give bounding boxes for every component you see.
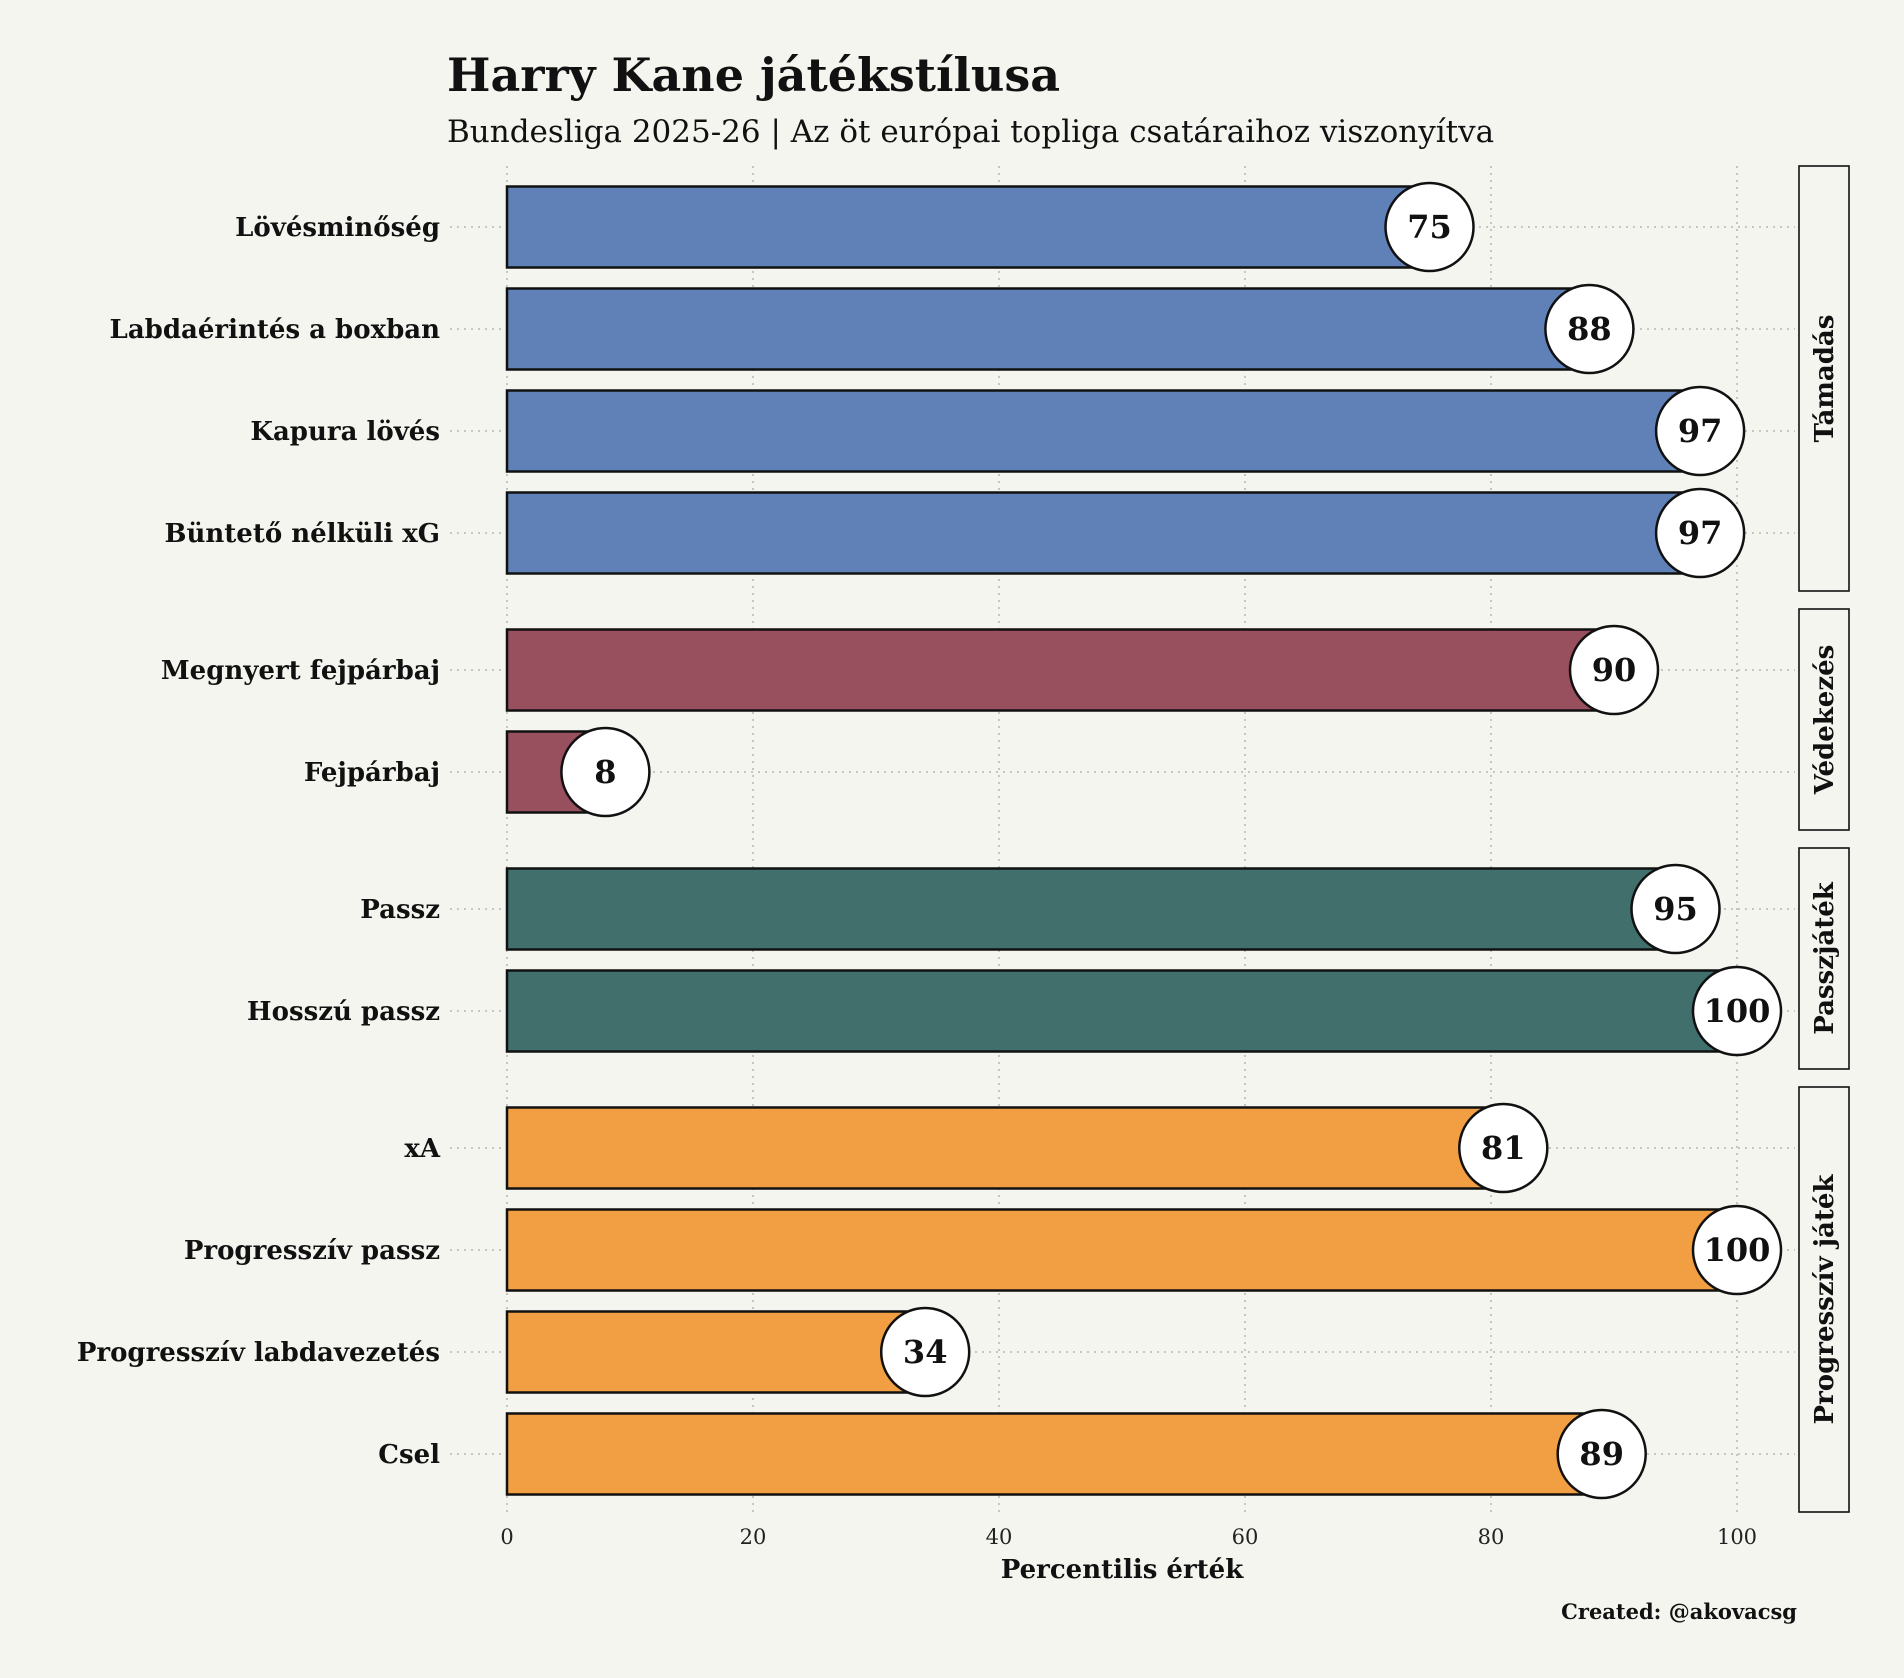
- value-label: 97: [1678, 514, 1723, 552]
- value-badge: [560, 726, 651, 818]
- value-badge: [1384, 181, 1475, 273]
- group-label: Védekezés: [1810, 645, 1840, 796]
- bar: [505, 1106, 1505, 1190]
- bar: [505, 1412, 1603, 1496]
- group-label: Támadás: [1810, 315, 1840, 443]
- value-label: 88: [1567, 310, 1612, 348]
- bars: Lövésminőség 75 Labdaérintés a boxban 88 Kap…: [77, 181, 1783, 1500]
- category-label: Hosszú passz: [247, 997, 440, 1027]
- category-label: Labdaérintés a boxban: [110, 315, 441, 345]
- value-badge: [1691, 1204, 1783, 1296]
- category-label: xA: [404, 1134, 441, 1164]
- value-label: 8: [594, 753, 616, 791]
- group-box: [1798, 847, 1850, 1070]
- value-label: 95: [1653, 890, 1698, 928]
- value-label: 34: [903, 1333, 948, 1371]
- value-badge: [1556, 1408, 1647, 1500]
- x-tick-label: 80: [1478, 1525, 1505, 1549]
- category-label: Progresszív labdavezetés: [77, 1338, 440, 1368]
- x-tick-label: 20: [740, 1525, 767, 1549]
- bar: [505, 867, 1677, 951]
- chart-title: Harry Kane játékstílusa: [447, 48, 1060, 102]
- bar: [505, 628, 1616, 712]
- category-label: Megnyert fejpárbaj: [161, 656, 440, 686]
- category-label: Lövésminőség: [235, 213, 440, 243]
- bar: [505, 491, 1702, 575]
- group-box: [1798, 608, 1850, 831]
- value-badge: [1654, 487, 1746, 579]
- category-label: Kapura lövés: [250, 417, 440, 447]
- group-label: Passzjáték: [1810, 881, 1840, 1035]
- bar: [505, 287, 1591, 371]
- group-box: [1798, 1086, 1850, 1513]
- bar: [505, 1208, 1739, 1292]
- category-label: Fejpárbaj: [304, 758, 440, 788]
- value-badge: [879, 1306, 971, 1398]
- chart-subtitle: Bundesliga 2025-26 | Az öt európai topli…: [447, 114, 1494, 150]
- value-badge: [1568, 624, 1660, 716]
- value-label: 90: [1592, 651, 1637, 689]
- bar: [505, 185, 1431, 269]
- value-badge: [1630, 863, 1721, 955]
- value-badge: [1458, 1102, 1549, 1194]
- value-label: 100: [1704, 992, 1771, 1030]
- x-tick-label: 60: [1232, 1525, 1259, 1549]
- credit: Created: @akovacsg: [1561, 1599, 1797, 1624]
- value-label: 97: [1678, 412, 1723, 450]
- x-axis-label: Percentilis érték: [1001, 1555, 1244, 1585]
- bar: [505, 969, 1739, 1053]
- group-box: [1798, 165, 1850, 592]
- category-label: Progresszív passz: [184, 1236, 440, 1266]
- value-label: 75: [1407, 208, 1452, 246]
- x-tick-label: 100: [1717, 1525, 1757, 1549]
- group-label: Progresszív játék: [1810, 1174, 1840, 1425]
- category-label: Büntető nélküli xG: [165, 519, 441, 549]
- value-label: 89: [1579, 1435, 1624, 1473]
- category-label: Passz: [360, 895, 440, 925]
- x-axis-ticks: 0 20 40 60 80 100: [500, 1525, 1757, 1549]
- value-label: 100: [1704, 1231, 1771, 1269]
- x-tick-label: 40: [986, 1525, 1013, 1549]
- bar: [505, 389, 1702, 473]
- x-tick-label: 0: [500, 1525, 513, 1549]
- value-label: 81: [1481, 1129, 1526, 1167]
- value-badge: [1544, 283, 1635, 375]
- value-badge: [1691, 965, 1783, 1057]
- category-label: Csel: [378, 1440, 440, 1470]
- bar: [505, 1310, 927, 1394]
- group-labels: Támadás Védekezés Passzjáték Progresszív já…: [1798, 165, 1850, 1513]
- value-badge: [1654, 385, 1746, 477]
